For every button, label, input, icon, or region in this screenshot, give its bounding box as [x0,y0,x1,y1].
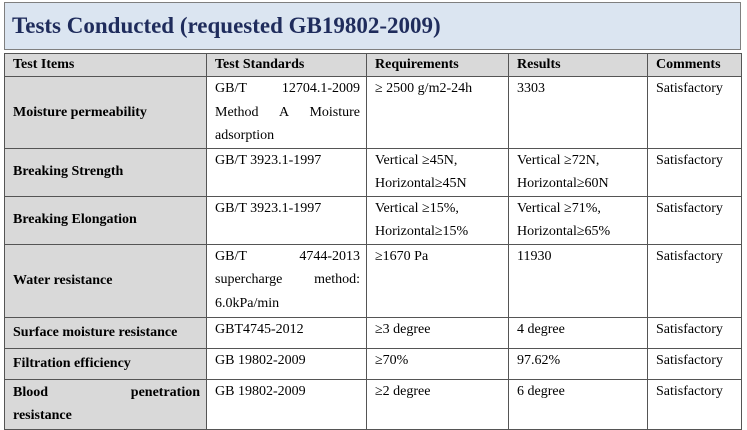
table-cell: GB/T 3923.1-1997 [206,195,367,245]
cell-line: Horizontal≥65% [517,224,611,239]
cell-line: Satisfactory [656,352,723,368]
row-label: Breaking Strength [4,147,207,197]
table-cell: 4 degree [508,316,648,349]
column-header: Test Standards [206,53,367,77]
table: Test Items Test Standards Requirements Resu… [4,53,742,430]
cell-line: Satisfactory [656,200,723,216]
column-header: Results [508,53,648,77]
table-cell: ≥2 degree [366,378,509,430]
column-header: Requirements [366,53,509,77]
cell-line: GBT4745-2012 [215,321,304,337]
table-cell: Vertical ≥45N, Horizontal≥45N [366,147,509,197]
cell-line: Vertical ≥72N, [517,152,600,168]
cell-line: 11930 [517,248,552,264]
cell-line: ≥2 degree [375,383,431,399]
table-cell: ≥1670 Pa [366,243,509,318]
column-header: Test Items [4,53,207,77]
cell-line: Satisfactory [656,248,723,264]
cell-line: Moisture permeability [13,104,147,120]
cell-line: GB/T 3923.1-1997 [215,152,322,168]
cell-line: Satisfactory [656,321,723,337]
cell-line: adsorption [215,128,275,143]
cell-line: Vertical ≥15%, [375,200,459,216]
cell-line: GB/T 12704.1-2009 [215,81,360,96]
cell-line: Satisfactory [656,152,723,168]
cell-line: GB/T 4744-2013 [215,248,360,264]
table-row: Filtration efficiency GB 19802-2009 ≥70% 97… [4,347,742,380]
table-cell: Satisfactory [647,316,742,349]
table-cell: GB 19802-2009 [206,347,367,380]
cell-line: Horizontal≥15% [375,224,469,239]
cell-line: 6.0kPa/min [215,295,280,311]
cell-line: 4 degree [517,321,565,337]
header-row: Test Items Test Standards Requirements Resu… [4,53,742,77]
cell-line: Vertical ≥45N, [375,152,458,168]
cell-line: Breaking Elongation [13,212,137,228]
row-label: Blood penetration resistance [4,378,207,430]
table-cell: Vertical ≥15%, Horizontal≥15% [366,195,509,245]
row-label: Moisture permeability [4,76,207,149]
table-cell: GB/T 12704.1-2009 Method A Moisture adsorp… [206,76,367,149]
table-row: Breaking Strength GB/T 3923.1-1997 Vertica… [4,147,742,197]
cell-line: Horizontal≥45N [375,176,467,191]
table-cell: Satisfactory [647,347,742,380]
row-label: Surface moisture resistance [4,316,207,349]
table-cell: GB 19802-2009 [206,378,367,430]
cell-line: ≥1670 Pa [375,248,429,264]
cell-line: Satisfactory [656,383,723,399]
table-cell: Satisfactory [647,243,742,318]
table-row: Blood penetration resistance GB 19802-2009… [4,378,742,430]
column-header: Comments [647,53,742,77]
table-cell: ≥3 degree [366,316,509,349]
table-row: Surface moisture resistance GBT4745-2012 ≥… [4,316,742,349]
table-cell: 11930 [508,243,648,318]
cell-line: Blood penetration [13,384,200,400]
table-cell: Satisfactory [647,378,742,430]
table-cell: Vertical ≥71%, Horizontal≥65% [508,195,648,245]
cell-line: Satisfactory [656,81,723,96]
cell-line: ≥3 degree [375,321,431,337]
cell-line: 97.62% [517,352,561,368]
table-cell: ≥ 2500 g/m2-24h [366,76,509,149]
table-cell: Vertical ≥72N, Horizontal≥60N [508,147,648,197]
cell-line: GB 19802-2009 [215,352,306,368]
cell-line: GB/T 3923.1-1997 [215,200,322,216]
cell-line: resistance [13,408,72,423]
cell-line: Surface moisture resistance [13,324,178,340]
table-row: Water resistance GB/T 4744-2013 supercharg… [4,243,742,318]
table-cell: GB/T 4744-2013 supercharge method: 6.0kPa/… [206,243,367,318]
document: Tests Conducted (requested GB19802-2009)… [4,2,742,430]
row-label: Breaking Elongation [4,195,207,245]
cell-line: ≥70% [375,352,409,368]
cell-line: Method A Moisture [215,104,360,120]
table-cell: 3303 [508,76,648,149]
cell-line: 3303 [517,81,545,96]
cell-line: Breaking Strength [13,164,124,180]
cell-line: ≥ 2500 g/m2-24h [375,81,473,96]
row-label: Water resistance [4,243,207,318]
table-row: Breaking Elongation GB/T 3923.1-1997 Verti… [4,195,742,245]
cell-line: Water resistance [13,272,113,288]
cell-line: Horizontal≥60N [517,176,609,191]
table-row: Moisture permeability GB/T 12704.1-2009 Me… [4,76,742,149]
table-cell: Satisfactory [647,76,742,149]
cell-line: supercharge method: [215,272,360,287]
table-cell: 97.62% [508,347,648,380]
table-cell: GB/T 3923.1-1997 [206,147,367,197]
cell-line: Vertical ≥71%, [517,200,601,216]
table-cell: GBT4745-2012 [206,316,367,349]
title: Tests Conducted (requested GB19802-2009) [4,2,741,50]
cell-line: Filtration efficiency [13,355,131,371]
cell-line: GB 19802-2009 [215,383,306,399]
cell-line: 6 degree [517,383,565,399]
table-cell: 6 degree [508,378,648,430]
table-cell: ≥70% [366,347,509,380]
table-cell: Satisfactory [647,147,742,197]
table-cell: Satisfactory [647,195,742,245]
row-label: Filtration efficiency [4,347,207,380]
